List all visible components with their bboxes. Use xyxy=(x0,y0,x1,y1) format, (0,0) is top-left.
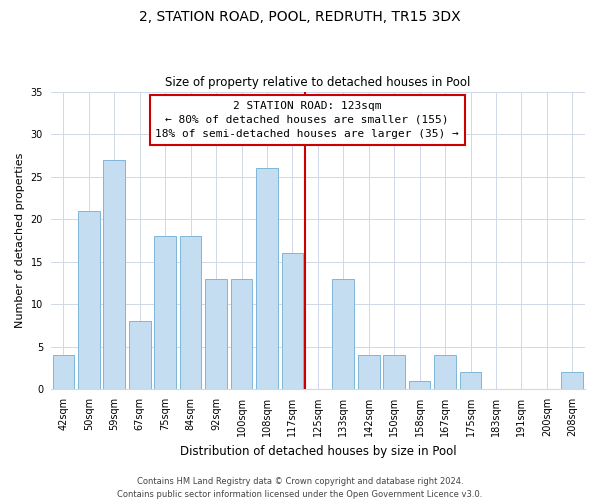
X-axis label: Distribution of detached houses by size in Pool: Distribution of detached houses by size … xyxy=(179,444,456,458)
Text: 2, STATION ROAD, POOL, REDRUTH, TR15 3DX: 2, STATION ROAD, POOL, REDRUTH, TR15 3DX xyxy=(139,10,461,24)
Bar xyxy=(256,168,278,389)
Bar xyxy=(53,355,74,389)
Bar xyxy=(460,372,481,389)
Bar xyxy=(78,211,100,389)
Title: Size of property relative to detached houses in Pool: Size of property relative to detached ho… xyxy=(165,76,470,90)
Y-axis label: Number of detached properties: Number of detached properties xyxy=(15,153,25,328)
Bar xyxy=(205,279,227,389)
Bar xyxy=(562,372,583,389)
Bar xyxy=(154,236,176,389)
Bar xyxy=(180,236,202,389)
Bar xyxy=(231,279,253,389)
Bar xyxy=(281,254,303,389)
Text: 2 STATION ROAD: 123sqm
← 80% of detached houses are smaller (155)
18% of semi-de: 2 STATION ROAD: 123sqm ← 80% of detached… xyxy=(155,101,459,139)
Bar xyxy=(129,321,151,389)
Bar xyxy=(332,279,354,389)
Bar xyxy=(103,160,125,389)
Bar xyxy=(409,380,430,389)
Bar xyxy=(383,355,405,389)
Bar xyxy=(358,355,380,389)
Text: Contains HM Land Registry data © Crown copyright and database right 2024.
Contai: Contains HM Land Registry data © Crown c… xyxy=(118,477,482,499)
Bar xyxy=(434,355,456,389)
